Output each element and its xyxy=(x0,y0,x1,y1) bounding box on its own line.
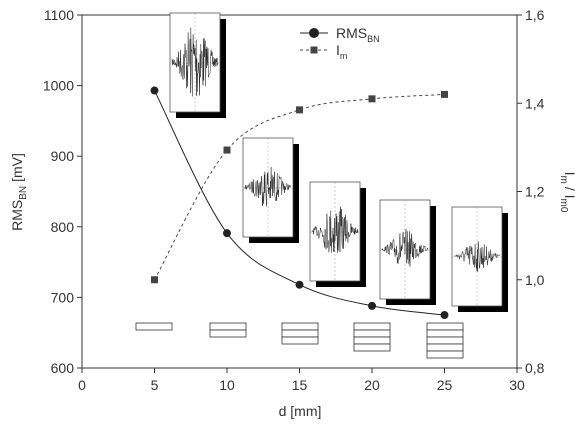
y2-tick-label: 0,8 xyxy=(525,360,545,376)
y2-label-main: I xyxy=(562,172,575,176)
inset-signal xyxy=(171,27,219,97)
x-tick-label: 5 xyxy=(151,377,159,393)
series-line xyxy=(154,90,445,316)
y-label-unit: [mV] xyxy=(9,153,25,182)
y2-label-sub2: m0 xyxy=(558,199,569,213)
series-line xyxy=(154,93,445,280)
layer xyxy=(353,322,391,331)
data-point xyxy=(368,301,376,310)
x-axis-label: d [mm] xyxy=(279,403,322,419)
layer xyxy=(209,322,247,331)
y2-tick-label: 1,0 xyxy=(525,272,545,288)
data-point xyxy=(223,229,231,238)
y-axis-label: RMSBN [mV] xyxy=(9,153,29,231)
data-point xyxy=(441,90,448,98)
legend-name-sub: BN xyxy=(367,34,380,44)
layer xyxy=(426,350,464,359)
layer-diagrams xyxy=(135,322,464,359)
inset-signal xyxy=(244,166,292,207)
layer xyxy=(353,343,391,352)
legend-marker xyxy=(309,28,319,38)
inset-signal xyxy=(381,229,429,267)
legend-label: Im xyxy=(336,42,347,61)
layer xyxy=(426,343,464,352)
y-tick-label: 600 xyxy=(51,360,75,376)
data-point xyxy=(368,95,376,103)
legend-marker xyxy=(310,46,318,54)
data-point xyxy=(223,146,231,154)
y2-tick-label: 1,2 xyxy=(525,184,545,200)
y2-label-sub: m xyxy=(558,175,569,183)
layer xyxy=(281,329,319,338)
data-point xyxy=(151,276,158,284)
y-label-main: RMS xyxy=(9,200,25,231)
legend-label: RMSBN xyxy=(336,25,380,44)
y2-tick-label: 1,4 xyxy=(525,95,545,111)
legend-name-sub: m xyxy=(340,51,348,61)
plot-frame xyxy=(81,14,518,369)
y-tick-label: 1100 xyxy=(44,7,74,23)
y-label-sub: BN xyxy=(18,186,29,200)
x-tick-label: 15 xyxy=(292,377,308,393)
data-point xyxy=(296,106,303,114)
y2-axis-label: Im / Im0 xyxy=(558,172,575,213)
layer xyxy=(281,322,319,331)
inset-signal xyxy=(311,206,359,253)
y-tick-label: 800 xyxy=(51,219,75,235)
y2-label-mid: / I xyxy=(562,187,575,199)
x-tick-label: 20 xyxy=(364,377,380,393)
layer xyxy=(426,336,464,345)
data-point xyxy=(295,280,304,289)
y-tick-label: 900 xyxy=(51,148,75,164)
layer xyxy=(135,322,173,331)
legend-name: I xyxy=(336,42,340,58)
insets xyxy=(169,12,508,312)
y-tick-label: 700 xyxy=(51,289,75,305)
data-point xyxy=(440,311,449,320)
layer xyxy=(426,329,464,338)
layer xyxy=(209,329,247,338)
x-tick-label: 0 xyxy=(78,377,86,393)
layer xyxy=(353,336,391,345)
layer xyxy=(353,329,391,338)
y2-tick-label: 1,6 xyxy=(525,7,545,23)
y-tick-label: 1000 xyxy=(43,78,74,94)
layer xyxy=(281,336,319,345)
x-tick-label: 30 xyxy=(509,377,525,393)
inset-signal xyxy=(453,241,501,272)
layer xyxy=(426,322,464,331)
x-tick-label: 10 xyxy=(219,377,235,393)
legend-name: RMS xyxy=(336,25,367,41)
x-tick-label: 25 xyxy=(437,377,453,393)
data-point xyxy=(150,86,159,95)
